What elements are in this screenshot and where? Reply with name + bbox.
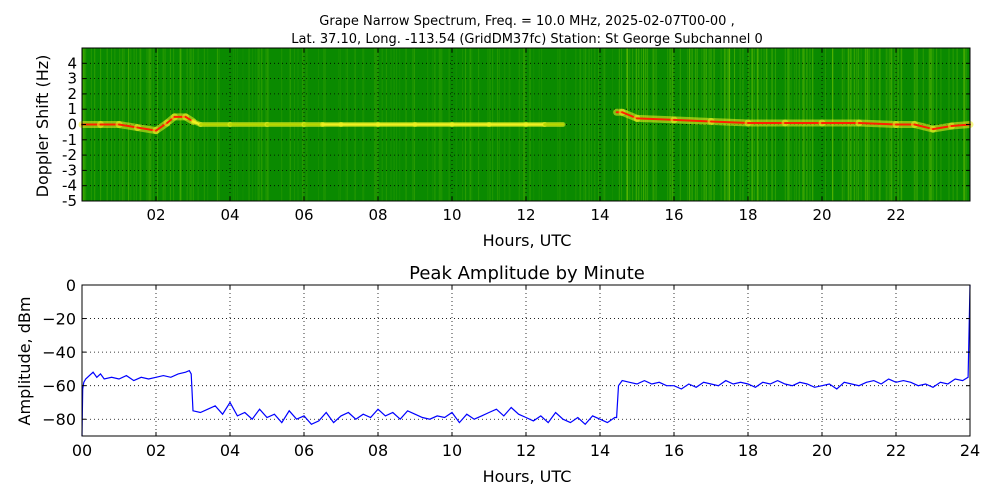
y-tick-label: -4	[62, 177, 77, 195]
spectrogram-x-ticks: 02 04 06 08 10 12 14 16 18 20 22	[146, 48, 906, 224]
x-tick-label: 14	[590, 206, 609, 224]
carrier-segment	[710, 120, 749, 124]
spectrogram-x-axis-label: Hours, UTC	[483, 231, 572, 250]
x-tick-label: 12	[516, 206, 535, 224]
amplitude-grid	[81, 284, 971, 436]
x-tick-label: 12	[516, 441, 536, 460]
x-tick-label: 08	[368, 441, 388, 460]
amplitude-series-line	[81, 284, 971, 437]
x-tick-label: 18	[738, 441, 758, 460]
y-tick-label: 1	[67, 100, 77, 118]
x-tick-label: 20	[812, 441, 832, 460]
x-tick-label: 22	[886, 206, 905, 224]
figure-title-line1: Grape Narrow Spectrum, Freq. = 10.0 MHz,…	[319, 14, 734, 29]
amplitude-y-ticks: 0 −20 −40 −60 −80	[42, 276, 970, 429]
y-tick-label: −20	[42, 310, 76, 329]
amplitude-x-ticks: 00 02 04 06 08 10 12 14 16 18 20 22 24	[72, 285, 980, 460]
x-tick-label: 10	[442, 441, 462, 460]
x-tick-label: 00	[72, 441, 92, 460]
y-tick-label: 4	[67, 54, 77, 72]
x-tick-label: 04	[220, 206, 239, 224]
x-tick-label: 20	[812, 206, 831, 224]
y-tick-label: -3	[62, 161, 77, 179]
y-tick-label: -5	[62, 192, 77, 210]
carrier-segment	[673, 118, 712, 123]
amplitude-panel: Peak Amplitude by Minute 00 02 04 06 08 10 12 1…	[15, 263, 980, 486]
y-tick-label: −60	[42, 377, 76, 396]
x-tick-label: 02	[146, 206, 165, 224]
carrier-segment	[636, 117, 675, 121]
y-tick-label: 3	[67, 70, 77, 88]
x-tick-label: 18	[738, 206, 757, 224]
x-tick-label: 04	[220, 441, 240, 460]
carrier-segment	[858, 121, 897, 126]
y-tick-label: -2	[62, 146, 77, 164]
x-tick-label: 24	[960, 441, 980, 460]
x-tick-label: 06	[294, 206, 313, 224]
y-tick-label: −80	[42, 410, 76, 429]
y-tick-label: −40	[42, 343, 76, 362]
amplitude-y-axis-label: Amplitude, dBm	[15, 297, 34, 426]
x-tick-label: 02	[146, 441, 166, 460]
x-tick-label: 08	[368, 206, 387, 224]
carrier-trace	[78, 108, 974, 135]
x-tick-label: 16	[664, 206, 683, 224]
y-tick-label: 0	[66, 276, 76, 295]
x-tick-label: 14	[590, 441, 610, 460]
y-tick-label: 2	[67, 85, 77, 103]
x-tick-label: 22	[886, 441, 906, 460]
amplitude-chart-title: Peak Amplitude by Minute	[409, 263, 645, 284]
y-tick-label: -1	[62, 131, 77, 149]
spectrogram-y-axis-label: Doppler Shift (Hz)	[33, 55, 52, 198]
figure-title-line2: Lat. 37.10, Long. -113.54 (GridDM37fc) S…	[291, 32, 762, 47]
y-tick-label: 0	[67, 116, 77, 134]
x-tick-label: 16	[664, 441, 684, 460]
amplitude-x-axis-label: Hours, UTC	[483, 467, 572, 486]
x-tick-label: 10	[442, 206, 461, 224]
x-tick-label: 06	[294, 441, 314, 460]
